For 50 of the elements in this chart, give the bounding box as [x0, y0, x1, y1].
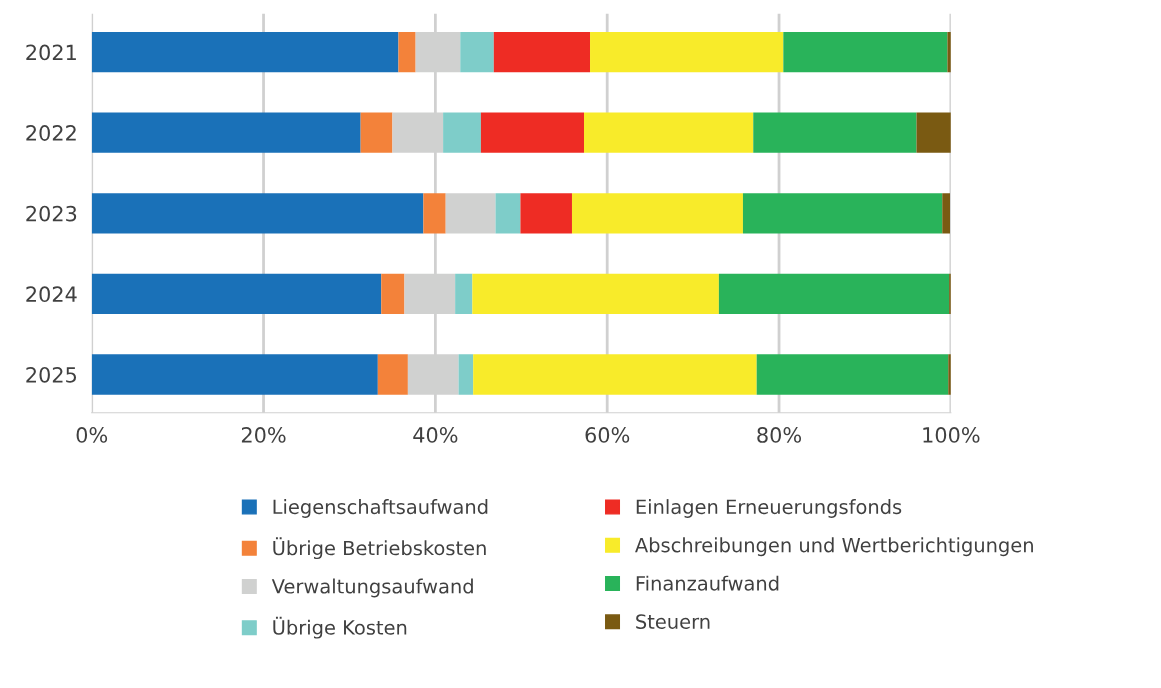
x-tick-label: 40% — [413, 427, 458, 443]
bar — [916, 112, 951, 153]
bar — [443, 112, 481, 153]
bar — [590, 31, 784, 73]
y-tick-label: 2024 — [26, 286, 77, 303]
x-tick-label: 0% — [76, 427, 108, 443]
legend-label: Verwaltungsaufwand — [271, 578, 473, 598]
bar — [480, 112, 585, 153]
bar — [91, 354, 378, 395]
legend-label: Übrige Kosten — [273, 616, 407, 639]
bar — [571, 193, 743, 234]
bar — [472, 273, 719, 315]
bar — [473, 354, 757, 395]
bar — [460, 31, 494, 73]
bar — [360, 112, 393, 153]
bar — [458, 354, 474, 395]
bar — [942, 193, 950, 234]
bar — [753, 112, 917, 153]
bar — [377, 354, 408, 395]
bar — [493, 31, 591, 73]
legend-label: Steuern — [636, 614, 710, 629]
bar — [91, 112, 361, 153]
bar — [520, 193, 572, 234]
x-tick-label: 80% — [757, 427, 802, 443]
x-tick-label: 60% — [585, 427, 630, 443]
bar — [756, 354, 949, 395]
bar — [584, 112, 754, 153]
bar — [91, 193, 424, 234]
legend-label: Übrige Betriebskosten — [273, 537, 486, 560]
bar — [742, 193, 943, 234]
y-tick-label: 2023 — [26, 205, 77, 222]
x-tick-label: 20% — [241, 427, 286, 443]
y-tick-label: 2025 — [26, 366, 77, 383]
legend-label: Finanzaufwand — [636, 575, 779, 591]
y-tick-label: 2022 — [26, 125, 76, 141]
bar — [783, 31, 948, 73]
legend-label: Einlagen Erneuerungsfonds — [636, 499, 902, 518]
bar — [423, 193, 446, 234]
bar — [455, 273, 473, 315]
bar — [398, 31, 416, 73]
bar — [91, 31, 399, 73]
bar — [495, 193, 521, 234]
bar — [445, 193, 496, 234]
bar — [718, 273, 950, 315]
legend-label: Liegenschaftsaufwand — [273, 499, 488, 518]
bar — [91, 273, 382, 315]
legend-label: Abschreibungen und Wertberichtigungen — [635, 537, 1033, 557]
bar — [381, 273, 405, 315]
y-tick-label: 2021 — [26, 44, 76, 61]
x-tick-label: 100% — [923, 427, 980, 443]
